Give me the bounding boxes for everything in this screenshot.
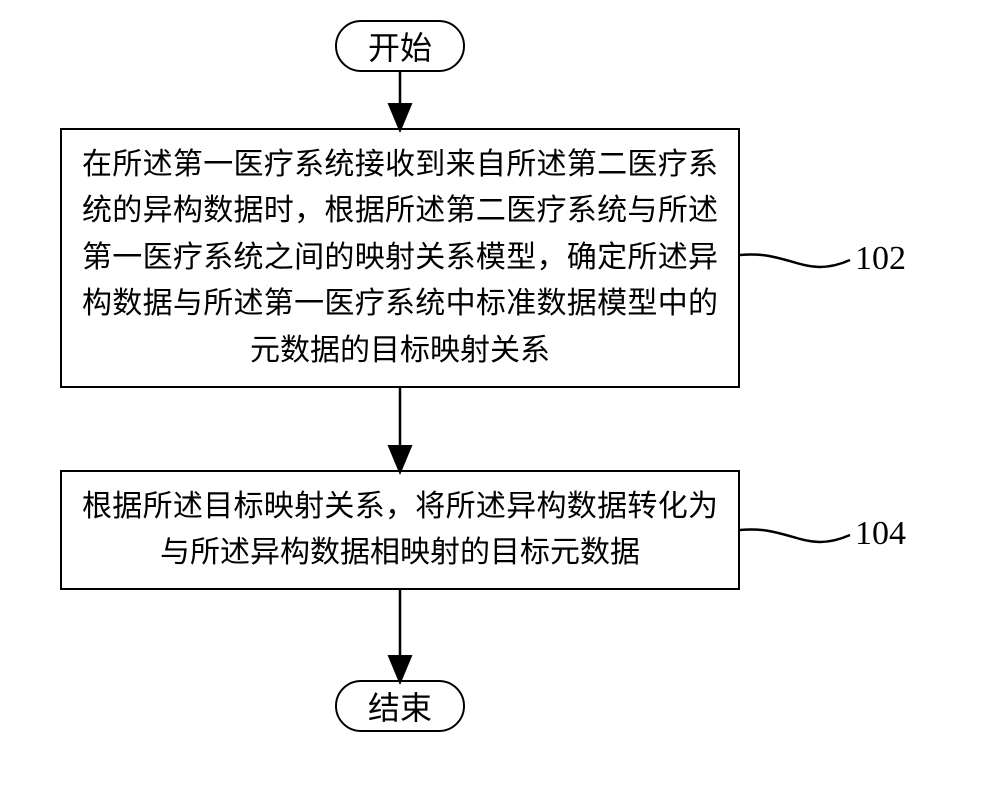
node-text-step1: 在所述第一医疗系统接收到来自所述第二医疗系统的异构数据时，根据所述第二医疗系统与… (82, 142, 718, 375)
node-text-step2: 根据所述目标映射关系，将所述异构数据转化为与所述异构数据相映射的目标元数据 (82, 484, 718, 577)
flowchart-canvas: 开始在所述第一医疗系统接收到来自所述第二医疗系统的异构数据时，根据所述第二医疗系… (0, 0, 1000, 804)
callout-connector-1 (740, 529, 850, 542)
callout-connector-0 (740, 254, 850, 267)
node-end: 结束 (335, 680, 465, 732)
callout-label-0: 102 (855, 240, 906, 278)
node-step2: 根据所述目标映射关系，将所述异构数据转化为与所述异构数据相映射的目标元数据 (60, 470, 740, 590)
node-start: 开始 (335, 20, 465, 72)
node-text-start: 开始 (368, 23, 432, 69)
node-step1: 在所述第一医疗系统接收到来自所述第二医疗系统的异构数据时，根据所述第二医疗系统与… (60, 128, 740, 388)
callout-label-1: 104 (855, 515, 906, 553)
node-text-end: 结束 (368, 683, 432, 729)
